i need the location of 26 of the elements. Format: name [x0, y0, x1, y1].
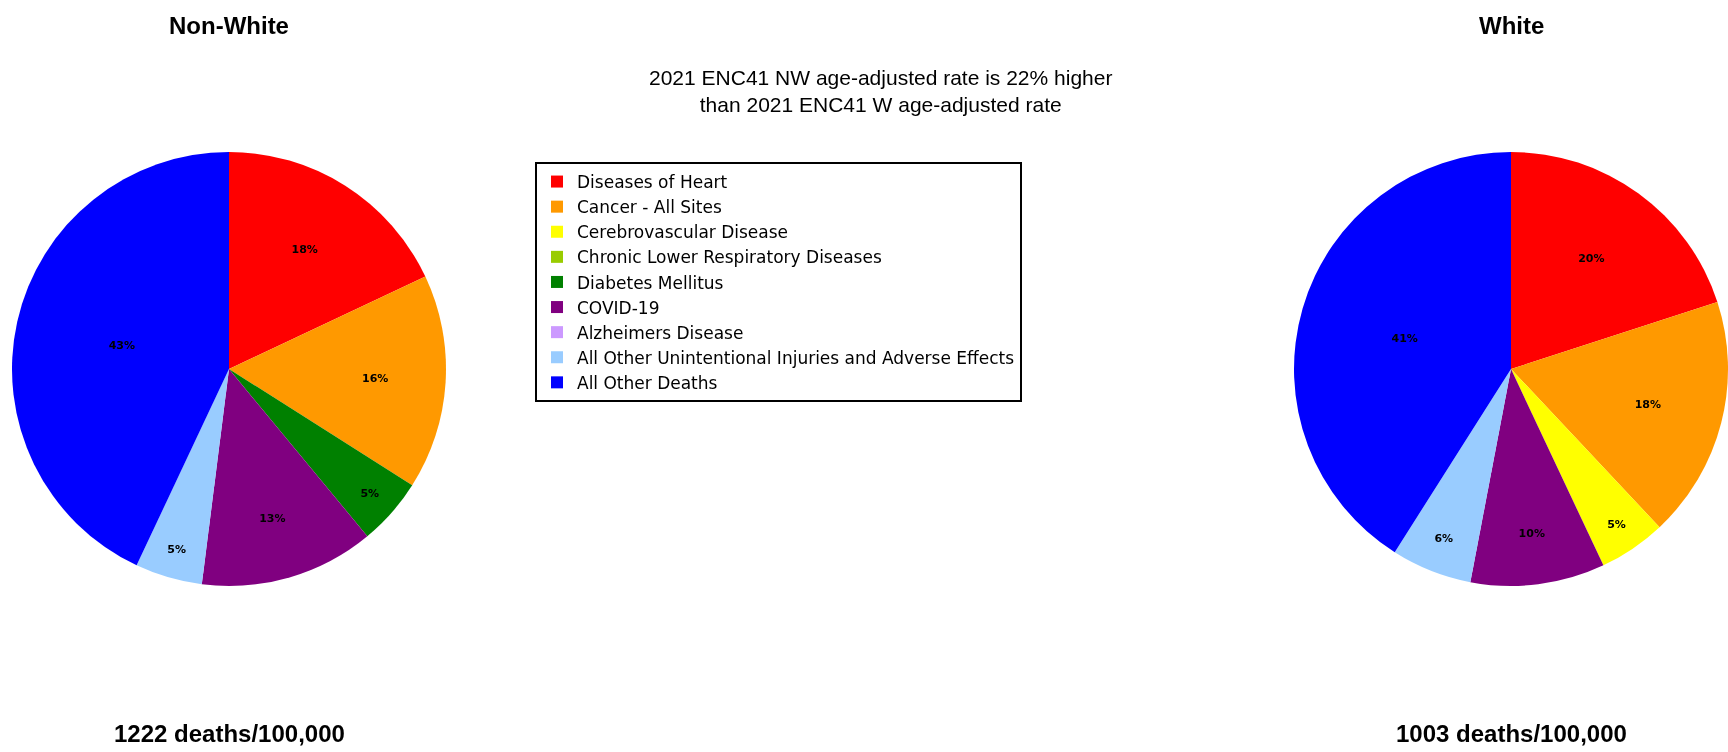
data-label: 5% — [167, 542, 186, 556]
slice-label: Non-White — [169, 12, 289, 39]
data-label: 41% — [1391, 331, 1418, 345]
data-label: 43% — [108, 338, 135, 352]
legend-label: Cerebrovascular Disease — [577, 222, 789, 243]
legend-label: Chronic Lower Respiratory Diseases — [577, 247, 882, 268]
legend-label: Alzheimers Disease — [577, 322, 744, 343]
legend-label: Cancer - All Sites — [577, 197, 722, 218]
data-label: 6% — [1434, 532, 1454, 546]
data-label: 20% — [1578, 251, 1605, 265]
data-label: 5% — [360, 486, 380, 500]
data-label: 13% — [259, 511, 286, 525]
text: 1003 deaths/100,000 — [1396, 720, 1627, 747]
data-label: 18% — [291, 243, 318, 257]
data-label: 18% — [1634, 397, 1662, 411]
slice-label: White — [1479, 12, 1545, 39]
legend-label: All Other Deaths — [577, 372, 718, 393]
text: 1222 deaths/100,000 — [114, 720, 345, 747]
legend-label: Diseases of Heart — [577, 172, 728, 193]
data-label: 5% — [1607, 517, 1626, 531]
data-label: 10% — [1518, 526, 1545, 540]
data-label: 16% — [361, 371, 389, 385]
legend-label: COVID-19 — [577, 297, 660, 318]
legend-label: Diabetes Mellitus — [577, 272, 724, 293]
text: 2021 ENC41 NW age-adjusted rate is 22% higher than 2021 ENC41 W age-adjusted rate — [649, 66, 1113, 117]
legend-label: All Other Unintentional Injuries and Adverse Effects — [577, 347, 1015, 368]
